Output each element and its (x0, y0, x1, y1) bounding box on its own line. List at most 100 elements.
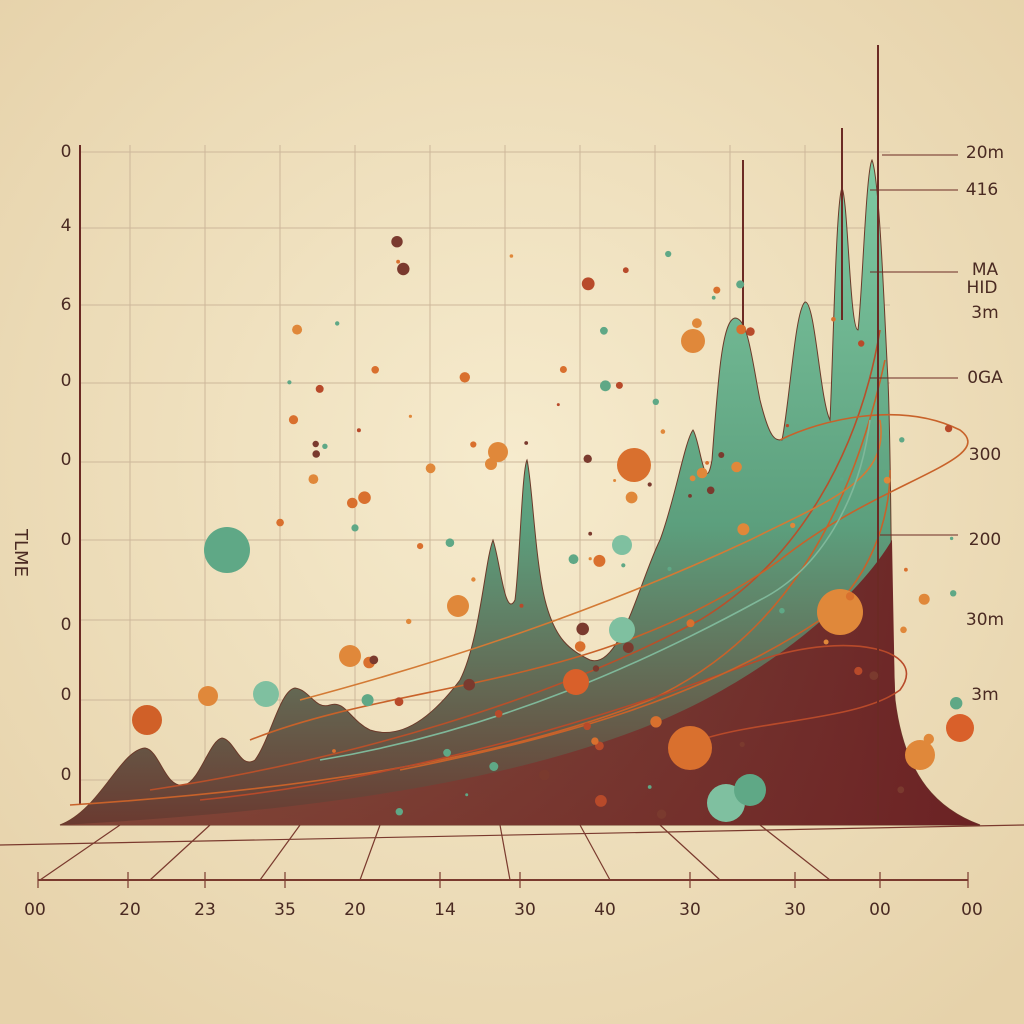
dot (600, 380, 611, 392)
dot (539, 769, 550, 781)
dot (652, 398, 659, 405)
dot (559, 366, 567, 373)
dot (593, 554, 606, 567)
dot (312, 450, 321, 458)
dot (686, 619, 695, 628)
dot (485, 458, 497, 470)
left-label: 0 (61, 450, 72, 470)
dot (425, 463, 436, 474)
dot (369, 655, 379, 665)
dot (613, 479, 617, 482)
dot (489, 762, 499, 771)
dot (918, 593, 930, 605)
bottom-label: 20 (344, 900, 366, 920)
dot (332, 749, 336, 753)
curves (69, 329, 969, 806)
right-label: 416 (966, 180, 998, 200)
dot (950, 697, 963, 710)
dot (718, 452, 725, 458)
dot (443, 748, 451, 757)
bottom-label: 30 (514, 900, 536, 920)
right-label: HID (967, 278, 998, 298)
dot (923, 733, 934, 745)
dot (692, 318, 702, 329)
right-label: 3m (971, 303, 998, 323)
dot (785, 424, 790, 428)
dot (883, 476, 891, 484)
bottom-label: 14 (434, 900, 456, 920)
dot (622, 267, 629, 274)
dot (854, 666, 863, 676)
dot (696, 467, 708, 479)
dot (471, 577, 476, 582)
dot (395, 808, 403, 816)
dot (276, 518, 284, 527)
dot (706, 486, 715, 495)
dot (779, 607, 785, 614)
labels: TLME 04600000020m416MAHID3m0GA30020030m3… (10, 142, 1004, 920)
dot (351, 524, 359, 532)
dot (845, 592, 855, 601)
right-label: MA (972, 260, 999, 280)
dot (292, 324, 303, 335)
stems (742, 45, 958, 820)
dot (790, 522, 796, 529)
right-label: 0GA (967, 368, 1003, 388)
dot (356, 428, 361, 433)
dot (713, 286, 721, 294)
dot (900, 626, 907, 634)
left-label: 4 (61, 216, 72, 236)
maroon-area (60, 540, 980, 825)
dot (417, 543, 424, 550)
dot (465, 793, 469, 797)
dot (688, 494, 692, 498)
dot (647, 785, 652, 789)
dot (595, 795, 607, 807)
bubbles (132, 329, 974, 822)
right-label: 300 (969, 445, 1001, 465)
right-label: 20m (966, 143, 1004, 163)
dot (361, 694, 374, 707)
dot (600, 326, 608, 335)
left-label: 0 (61, 142, 72, 162)
dot (656, 809, 667, 819)
dot (315, 384, 324, 393)
dot (322, 443, 328, 449)
bottom-label: 35 (274, 900, 296, 920)
bottom-label: 00 (961, 900, 983, 920)
dot (739, 741, 745, 748)
left-label: 0 (61, 685, 72, 705)
dot (463, 678, 476, 691)
dot (904, 567, 908, 572)
left-label: 0 (61, 530, 72, 550)
bottom-label: 40 (594, 900, 616, 920)
dot (588, 531, 593, 536)
dot (621, 563, 626, 568)
dot (839, 477, 844, 481)
dot (394, 697, 404, 707)
left-label: 0 (61, 371, 72, 391)
dot (737, 523, 750, 536)
dot (583, 722, 591, 731)
dot (667, 566, 672, 572)
bottom-label: 30 (784, 900, 806, 920)
dot (736, 280, 745, 289)
dot (574, 641, 586, 652)
left-label: 0 (61, 765, 72, 785)
dot (831, 317, 836, 322)
dot (459, 372, 470, 383)
dot (823, 639, 829, 645)
dot (858, 340, 865, 347)
bottom-label: 00 (869, 900, 891, 920)
dot (950, 590, 957, 597)
dot (358, 491, 371, 505)
dot (588, 557, 592, 561)
dot (494, 710, 503, 718)
floor (0, 824, 1024, 888)
dot (689, 475, 696, 482)
dot (576, 622, 589, 636)
dot (746, 327, 755, 336)
dot (869, 671, 879, 680)
